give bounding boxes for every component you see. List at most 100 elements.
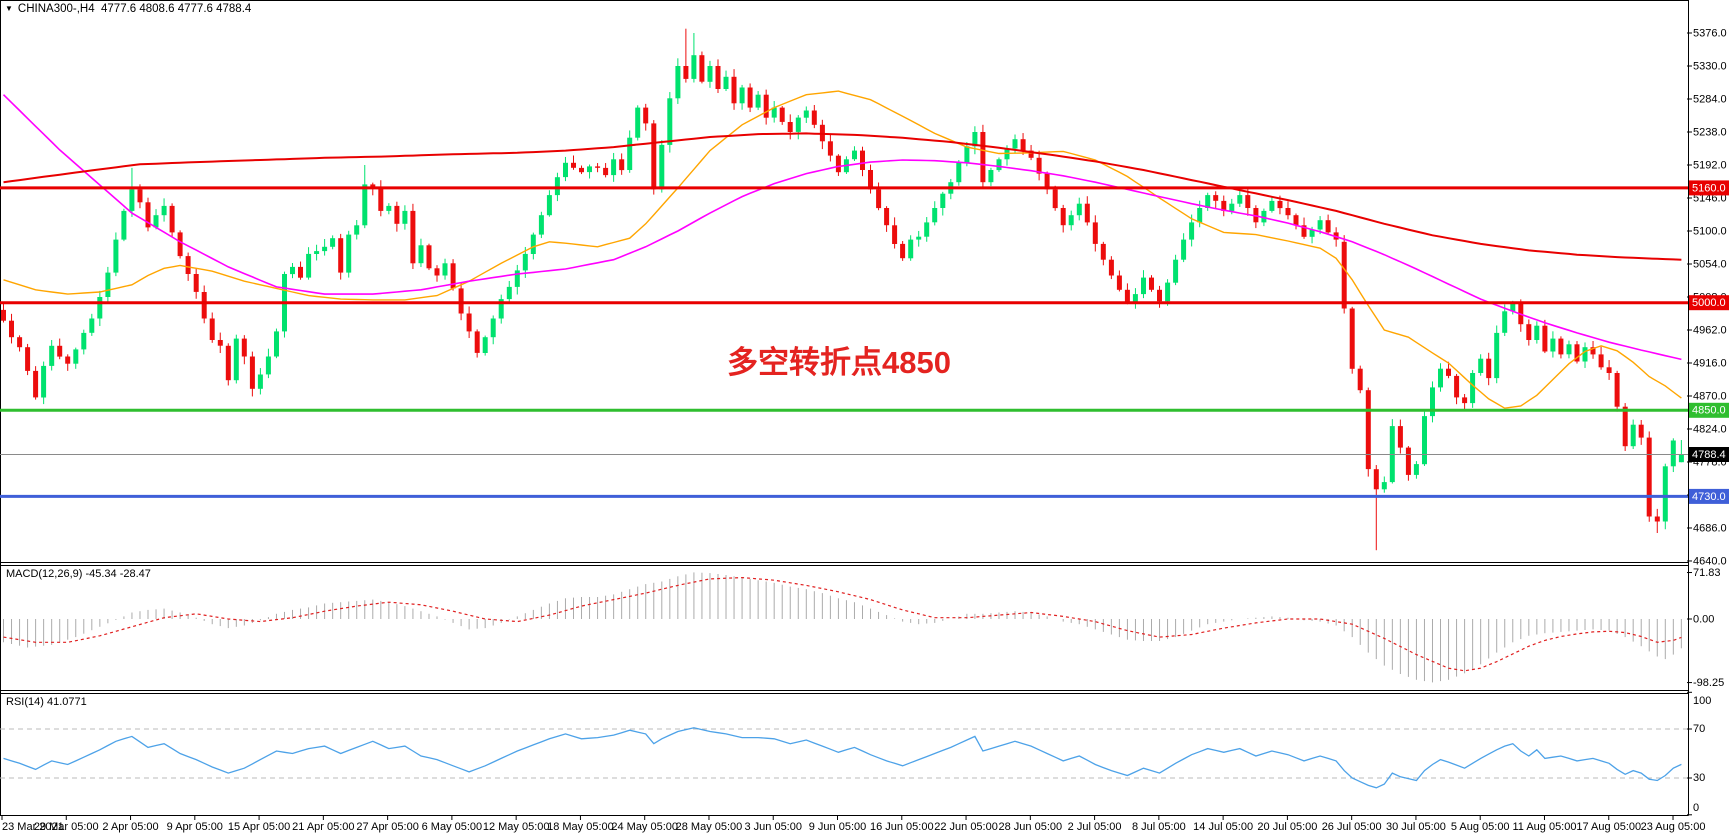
candle-body	[386, 205, 392, 211]
candle-body	[1542, 325, 1548, 352]
date-tick-label: 8 Jul 05:00	[1132, 821, 1186, 833]
candle-body	[1237, 195, 1243, 204]
candle-body	[233, 338, 239, 381]
date-tick-label: 24 May 05:00	[611, 821, 678, 833]
candle-body	[1213, 195, 1219, 201]
candle-body	[418, 245, 424, 264]
candle-body	[1550, 338, 1556, 352]
price-tick-label: 4870.0	[1693, 390, 1727, 402]
candle-body	[1662, 466, 1668, 522]
candle-body	[25, 347, 31, 371]
candle-body	[546, 195, 552, 216]
price-tick-label: 5100.0	[1693, 225, 1727, 237]
date-tick-label: 28 Jun 05:00	[999, 821, 1063, 833]
candle-body	[442, 263, 448, 276]
candle-body	[763, 94, 769, 118]
candle-body	[980, 132, 986, 183]
candle-body	[314, 251, 320, 254]
candle-body	[1598, 354, 1604, 368]
candle-body	[1462, 397, 1468, 404]
date-tick-label: 28 May 05:00	[676, 821, 743, 833]
candle-body	[1325, 220, 1331, 233]
candle-body	[9, 320, 14, 338]
candle-body	[1197, 208, 1203, 223]
candle-body	[1646, 437, 1652, 517]
candle-body	[1036, 157, 1042, 174]
macd-tick-label: -98.25	[1693, 677, 1724, 689]
candle-body	[49, 345, 55, 366]
candle-body	[482, 337, 488, 353]
candle-body	[723, 76, 729, 89]
candle-body	[554, 177, 560, 196]
candle-body	[643, 107, 649, 124]
candle-body	[795, 117, 801, 132]
candle-body	[265, 356, 271, 375]
candle-body	[1052, 189, 1058, 209]
price-tick-label: 5054.0	[1693, 258, 1727, 270]
candle-body	[603, 167, 609, 176]
date-tick-label: 27 Apr 05:00	[356, 821, 418, 833]
level-badge-5000.0-text: 5000.0	[1692, 297, 1726, 309]
candle-body	[498, 299, 504, 319]
candle-body	[153, 215, 159, 228]
candle-body	[225, 345, 231, 381]
chart-title: CHINA300-,H4 4777.6 4808.6 4777.6 4788.4	[17, 3, 252, 15]
candle-body	[747, 87, 753, 108]
candle-body	[1189, 222, 1195, 240]
level-badge-4850.0	[1689, 402, 1729, 418]
candle-body	[1357, 368, 1363, 391]
candle-body	[1044, 173, 1050, 190]
candle-body	[466, 313, 472, 332]
rsi-tick-label: 100	[1693, 695, 1711, 707]
candle-body	[996, 159, 1002, 171]
candle-body	[306, 253, 312, 278]
price-tick-label: 5238.0	[1693, 126, 1727, 138]
candle-body	[1108, 259, 1114, 276]
date-tick-label: 18 May 05:00	[547, 821, 614, 833]
candle-body	[579, 167, 584, 173]
candle-body	[434, 268, 440, 276]
candle-body	[1413, 464, 1419, 475]
candle-body	[1229, 203, 1235, 211]
candles-layer[interactable]	[1, 28, 1684, 551]
symbol-collapse-icon[interactable]: ▼	[5, 3, 13, 13]
date-tick-label: 9 Apr 05:00	[167, 821, 223, 833]
candle-body	[1654, 516, 1660, 522]
candle-body	[1173, 259, 1179, 283]
candle-body	[1678, 454, 1684, 463]
candle-body	[1181, 239, 1187, 260]
macd-panel[interactable]	[3, 572, 1682, 683]
candle-body	[779, 107, 785, 122]
candle-body	[1293, 215, 1299, 226]
candle-body	[41, 365, 47, 398]
candle-body	[1422, 416, 1427, 465]
date-tick-label: 11 Aug 05:00	[1512, 821, 1576, 833]
candle-body	[530, 234, 536, 254]
candle-body	[1341, 241, 1347, 309]
candle-body	[490, 318, 496, 338]
candle-body	[1060, 208, 1066, 226]
candle-body	[1494, 332, 1500, 379]
candle-body	[892, 225, 898, 244]
candle-body	[121, 210, 127, 240]
rsi-tick-label: 30	[1693, 772, 1705, 784]
candle-body	[1205, 195, 1211, 208]
macd-signal-line	[3, 576, 1682, 672]
price-tick-label: 5192.0	[1693, 159, 1727, 171]
date-tick-label: 2 Jul 05:00	[1068, 821, 1122, 833]
candle-body	[257, 374, 263, 389]
candle-body	[105, 272, 111, 297]
candle-body	[1269, 200, 1275, 211]
candle-body	[739, 87, 745, 104]
candle-body	[755, 94, 761, 108]
level-badge-5000.0	[1689, 295, 1729, 311]
date-tick-label: 16 Jun 05:00	[870, 821, 934, 833]
candle-body	[1028, 150, 1034, 158]
candle-body	[1084, 203, 1090, 223]
candle-body	[1397, 426, 1403, 448]
candle-body	[1100, 243, 1106, 260]
candle-body	[137, 189, 143, 203]
candle-body	[1245, 195, 1251, 208]
